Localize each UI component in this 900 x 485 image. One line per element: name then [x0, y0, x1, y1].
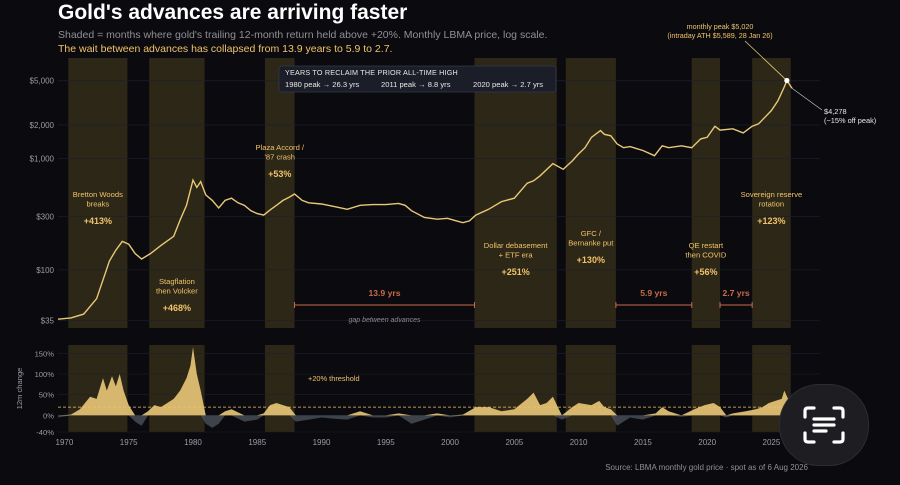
- advance-label: Sovereign reserve rotation: [741, 190, 803, 209]
- advance-gain: +123%: [757, 216, 785, 226]
- lower-y-tick-label: 100%: [35, 370, 55, 379]
- price-line: [57, 78, 793, 320]
- advance-label: Plaza Accord / '87 crash: [255, 143, 304, 162]
- lower-y-tick-label: 0%: [43, 411, 54, 420]
- y-tick-label: $1,000: [30, 155, 55, 164]
- advance-labels: Bretton Woods breaks +413% Stagflation then …: [73, 143, 802, 313]
- current-leader-line: [791, 88, 823, 111]
- advance-label: Dollar debasement + ETF era: [484, 241, 549, 260]
- x-tick-label: 1995: [377, 438, 395, 447]
- page-title: Gold's advances are arriving faster: [58, 1, 408, 24]
- x-tick-label: 1985: [248, 438, 266, 447]
- lower-y-axis-label: 12m change: [15, 368, 24, 410]
- x-tick-label: 2020: [698, 438, 716, 447]
- advance-gain: +130%: [577, 255, 605, 265]
- source-note: Source: LBMA monthly gold price · spot a…: [605, 463, 808, 472]
- advance-band-lower: [565, 345, 616, 432]
- subtitle-highlight: The wait between advances has collapsed …: [58, 43, 393, 55]
- current-callout-line1: $4,278: [824, 107, 847, 116]
- advance-gain: +468%: [163, 303, 191, 313]
- infobox-title: YEARS TO RECLAIM THE PRIOR ALL-TIME HIGH: [285, 68, 458, 77]
- peak-callout: monthly peak $5,020 (intraday ATH $5,589…: [667, 22, 790, 84]
- x-tick-label: 1975: [120, 438, 138, 447]
- advance-band: [264, 58, 295, 328]
- gap-caption: gap between advances: [349, 317, 421, 324]
- negative-change-area: [58, 415, 792, 428]
- gap-label: 5.9 yrs: [640, 288, 667, 298]
- current-callout: $4,278 (−15% off peak): [791, 88, 876, 125]
- x-tick-label: 1970: [56, 438, 74, 447]
- advance-gain: +56%: [694, 267, 717, 277]
- advance-label: QE restart then COVID: [685, 241, 726, 260]
- infobox-item: 2020 peak → 2.7 yrs: [473, 80, 543, 89]
- advance-label: Bretton Woods breaks: [73, 190, 123, 209]
- advance-band-lower: [691, 345, 721, 432]
- advance-band: [565, 58, 616, 328]
- peak-callout-line2: (intraday ATH $5,589, 28 Jan 26): [667, 31, 772, 40]
- x-tick-label: 1980: [184, 438, 202, 447]
- advance-gain: +53%: [268, 169, 291, 179]
- current-callout-line2: (−15% off peak): [824, 116, 876, 125]
- positive-change-area: [58, 347, 792, 416]
- y-tick-label: $100: [36, 266, 54, 275]
- lower-y-tick-label: -40%: [36, 428, 54, 437]
- x-tick-label: 2010: [570, 438, 588, 447]
- threshold-label: +20% threshold: [308, 374, 360, 383]
- advance-band-lower: [474, 345, 557, 432]
- advance-gain: +413%: [84, 216, 112, 226]
- infobox-item: 1980 peak → 26.3 yrs: [285, 80, 359, 89]
- advance-shading: [68, 58, 791, 432]
- peak-callout-line1: monthly peak $5,020: [687, 22, 754, 31]
- subtitle: Shaded = months where gold's trailing 12…: [58, 29, 548, 41]
- advance-band: [149, 58, 205, 328]
- lower-y-tick-label: 50%: [39, 391, 54, 400]
- infobox-panel: [278, 65, 557, 93]
- advance-band: [68, 58, 128, 328]
- y-tick-label: $2,000: [30, 121, 55, 130]
- advance-label: GFC / Bernanke put: [568, 229, 614, 248]
- advance-band: [691, 58, 721, 328]
- gap-label: 2.7 yrs: [722, 288, 749, 298]
- advance-band: [752, 58, 791, 328]
- scan-text-button[interactable]: [779, 384, 869, 466]
- infobox-item: 2011 peak → 8.8 yrs: [381, 80, 451, 89]
- x-tick-label: 2015: [634, 438, 652, 447]
- lower-y-tick-label: 150%: [35, 349, 55, 358]
- peak-leader-line: [744, 40, 788, 81]
- x-tick-label: 1990: [313, 438, 331, 447]
- x-tick-label: 2025: [763, 438, 781, 447]
- gap-label: 13.9 yrs: [368, 288, 400, 298]
- peak-marker: [784, 77, 790, 84]
- gap-annotations: 13.9 yrs 5.9 yrs 2.7 yrs gap between advanc…: [294, 288, 753, 324]
- x-tick-label: 2000: [441, 438, 459, 447]
- advance-gain: +251%: [501, 267, 529, 277]
- y-tick-label: $5,000: [30, 77, 55, 86]
- scan-text-icon: [803, 406, 845, 444]
- advance-band: [474, 58, 557, 328]
- y-tick-label: $35: [41, 317, 55, 326]
- change-panel: -40% 0% 50% 100% 150% 12m change +20% threshol…: [15, 347, 820, 447]
- x-tick-label: 2005: [505, 438, 523, 447]
- infobox: YEARS TO RECLAIM THE PRIOR ALL-TIME HIGH…: [278, 65, 557, 93]
- y-tick-label: $300: [36, 213, 54, 222]
- advance-label: Stagflation then Volcker: [156, 277, 198, 296]
- advance-band-lower: [264, 345, 295, 432]
